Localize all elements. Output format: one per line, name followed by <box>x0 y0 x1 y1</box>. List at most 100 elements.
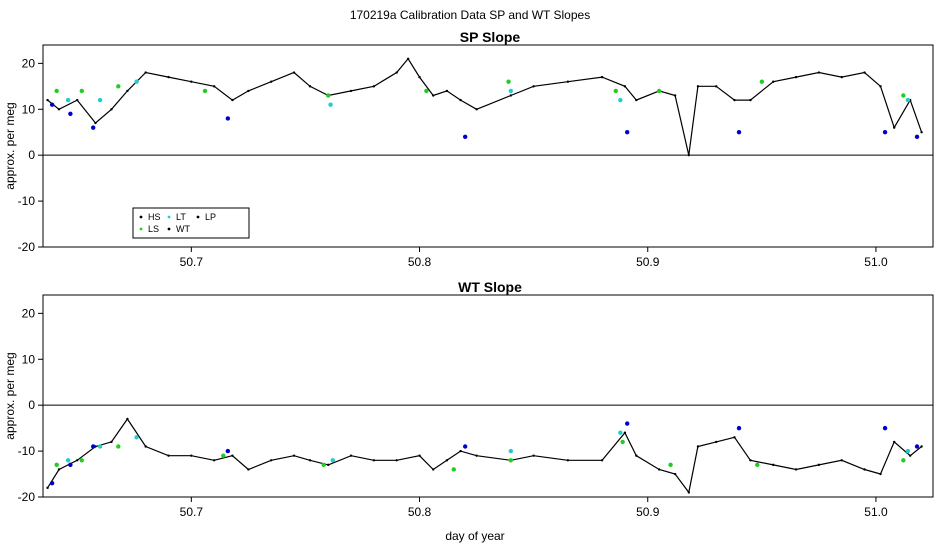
legend-label-lt: LT <box>176 212 186 222</box>
wt-y-tick-label: -10 <box>18 444 36 458</box>
sp-x-axis: 50.7 50.8 50.9 51.0 <box>180 247 888 269</box>
wt-point-hs <box>91 444 96 449</box>
wt-series-line-wt <box>47 417 922 494</box>
sp-point-wt <box>772 80 775 83</box>
sp-point-wt <box>566 80 570 83</box>
sp-point-wt <box>406 57 410 60</box>
wt-point-hs <box>462 444 468 449</box>
wt-point-wt <box>126 417 129 421</box>
sp-point-wt <box>920 131 923 134</box>
wt-point-wt <box>475 454 478 457</box>
wt-y-axis: 20 10 0 -10 -20 <box>18 306 43 504</box>
wt-point-wt <box>212 459 216 462</box>
legend-label-wt: WT <box>176 224 190 234</box>
wt-point-wt <box>908 454 912 457</box>
sp-point-hs <box>625 130 630 135</box>
sp-point-hs <box>462 134 468 140</box>
wt-point-wt <box>794 468 798 471</box>
wt-point-lt <box>65 458 71 463</box>
sp-point-wt <box>475 108 478 111</box>
wt-point-hs <box>914 444 920 449</box>
wt-point-wt <box>673 472 677 476</box>
wt-point-wt <box>144 445 147 448</box>
sp-point-wt <box>57 108 61 111</box>
sp-slope-panel: SP Slope 20 10 0 -10 -20 50.7 50.8 50.9 51.0 ap… <box>3 29 934 269</box>
legend-marker-hs <box>139 215 143 219</box>
sp-point-ls <box>613 88 618 94</box>
wt-point-ls <box>451 467 456 472</box>
wt-point-wt <box>308 459 312 462</box>
sp-point-wt <box>270 80 273 83</box>
wt-point-wt <box>600 459 604 462</box>
sp-y-tick-label: -10 <box>18 194 36 208</box>
wt-point-hs <box>882 425 888 431</box>
sp-point-ls <box>506 79 511 84</box>
wt-point-ls <box>755 462 760 468</box>
sp-point-wt <box>863 71 866 74</box>
sp-point-wt <box>167 75 170 79</box>
page-title: 170219a Calibration Data SP and WT Slope… <box>350 8 590 22</box>
wt-point-lt <box>508 448 514 454</box>
sp-point-ls <box>759 79 765 84</box>
sp-point-wt <box>110 108 113 111</box>
sp-point-hs <box>736 130 742 135</box>
sp-series-line-wt <box>47 57 923 156</box>
legend-marker-lp <box>196 215 200 219</box>
wt-point-wt <box>817 463 821 467</box>
sp-point-wt <box>733 98 736 102</box>
wt-point-wt <box>292 454 296 457</box>
wt-point-wt <box>749 459 752 462</box>
wt-y-tick-label: 20 <box>22 306 36 320</box>
sp-point-hs <box>225 116 231 121</box>
sp-y-axis-label: approx. per meg <box>3 102 17 189</box>
sp-x-tick-label: 50.9 <box>636 255 660 269</box>
sp-point-ls <box>116 84 121 89</box>
sp-point-lt <box>65 97 71 103</box>
legend-label-hs: HS <box>148 212 161 222</box>
sp-point-lt <box>508 88 514 94</box>
sp-point-wt <box>509 94 513 97</box>
legend-marker-wt <box>167 227 171 231</box>
sp-point-wt <box>749 98 752 102</box>
wt-point-wt <box>270 459 273 462</box>
wt-plot-frame <box>42 294 934 498</box>
sp-point-hs <box>49 102 55 107</box>
sp-point-wt <box>144 71 147 74</box>
sp-point-wt <box>395 71 398 74</box>
wt-point-ls <box>901 458 906 463</box>
wt-point-ls <box>221 453 226 458</box>
sp-point-wt <box>893 126 896 129</box>
sp-point-wt <box>432 94 435 97</box>
wt-point-lt <box>134 435 139 440</box>
wt-y-tick-label: 10 <box>22 352 36 366</box>
wt-y-axis-label: approx. per meg <box>3 352 17 439</box>
sp-point-hs <box>882 130 888 135</box>
wt-point-ls <box>620 439 625 445</box>
wt-point-wt <box>231 454 234 457</box>
sp-point-wt <box>247 89 250 93</box>
wt-point-wt <box>657 468 661 471</box>
wt-point-wt <box>445 459 449 462</box>
wt-point-wt <box>687 491 691 494</box>
legend-marker-ls <box>139 227 143 231</box>
sp-point-wt <box>445 89 449 93</box>
sp-point-wt <box>190 80 193 83</box>
wt-point-wt <box>566 459 570 462</box>
sp-point-lt <box>905 97 911 103</box>
sp-point-wt <box>418 75 421 79</box>
sp-legend: HS LT LP LS WT <box>132 207 250 239</box>
sp-point-wt <box>879 85 882 88</box>
wt-point-wt <box>459 449 462 453</box>
wt-point-wt <box>327 463 330 467</box>
sp-point-wt <box>231 98 234 102</box>
wt-point-hs <box>736 425 742 431</box>
wt-point-wt <box>395 459 398 462</box>
wt-point-lt <box>97 444 103 449</box>
wt-x-tick-label: 50.7 <box>180 505 204 519</box>
sp-point-ls <box>656 88 662 94</box>
wt-y-tick-label: -20 <box>18 490 36 504</box>
wt-point-lt <box>905 448 911 454</box>
sp-point-wt <box>292 71 296 74</box>
sp-point-lt <box>618 97 623 103</box>
sp-x-tick-label: 51.0 <box>864 255 888 269</box>
